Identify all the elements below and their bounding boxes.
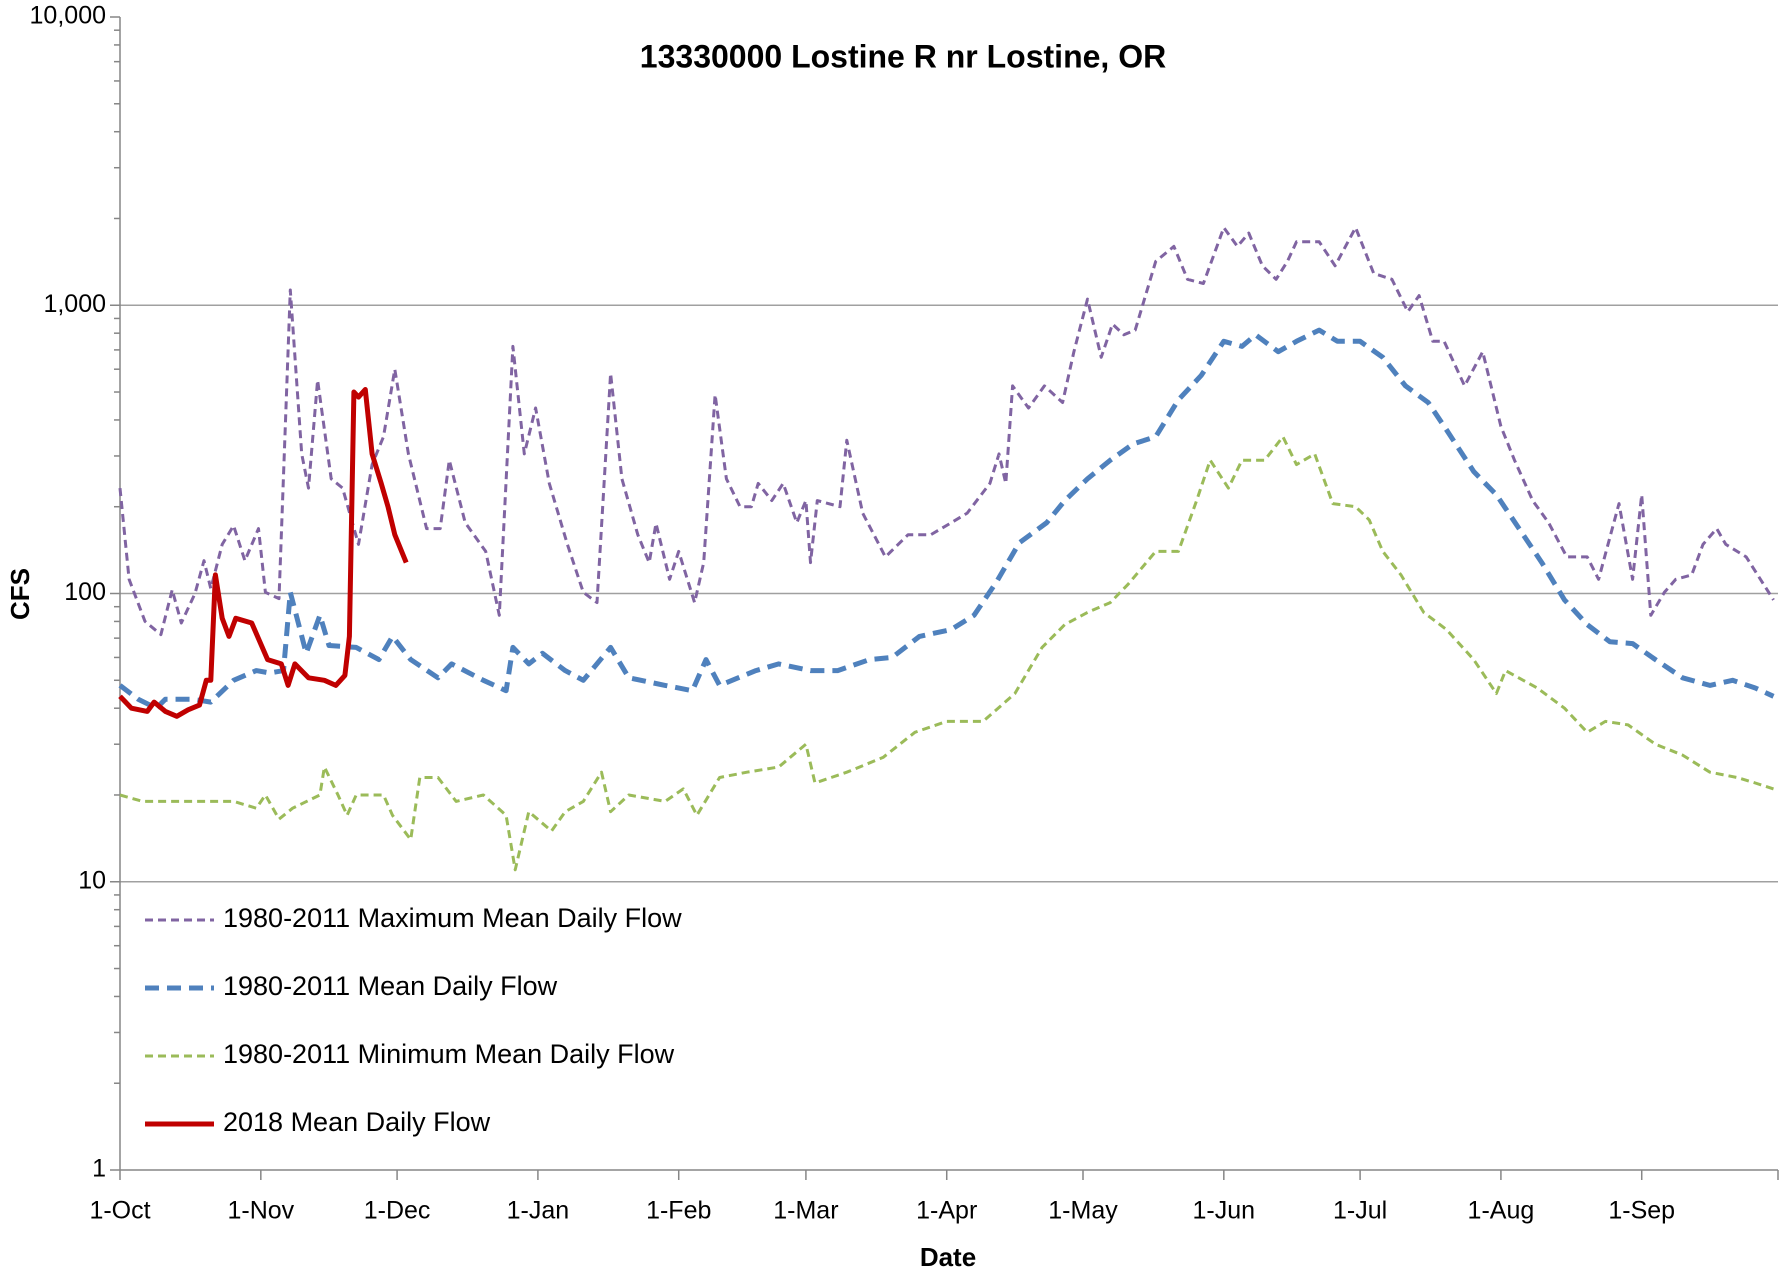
- y-tick-label: 10: [78, 866, 106, 894]
- legend-label: 1980-2011 Mean Daily Flow: [223, 971, 558, 1001]
- x-tick-label: 1-Dec: [364, 1197, 431, 1225]
- legend-label: 1980-2011 Maximum Mean Daily Flow: [223, 903, 682, 933]
- series-line: [118, 226, 1775, 637]
- y-tick-label: 1: [92, 1155, 106, 1183]
- x-axis-label: Date: [920, 1242, 976, 1272]
- y-tick-label: 10,000: [30, 2, 106, 30]
- x-tick-label: 1-Jul: [1333, 1197, 1387, 1225]
- y-axis-label: CFS: [5, 568, 35, 620]
- legend-label: 1980-2011 Minimum Mean Daily Flow: [223, 1039, 675, 1069]
- x-tick-label: 1-Apr: [916, 1197, 977, 1225]
- x-tick-label: 1-Oct: [89, 1197, 150, 1225]
- y-tick-label: 1,000: [43, 290, 106, 318]
- x-tick-label: 1-Jun: [1193, 1197, 1256, 1225]
- x-tick-label: 1-Aug: [1468, 1197, 1535, 1225]
- x-tick-label: 1-Feb: [646, 1197, 711, 1225]
- x-tick-label: 1-May: [1048, 1197, 1118, 1225]
- series-line: [118, 327, 1775, 711]
- series-line: [119, 435, 1774, 872]
- y-tick-label: 100: [64, 578, 106, 606]
- series-line: [118, 387, 409, 719]
- x-tick-label: 1-Sep: [1608, 1197, 1675, 1225]
- legend-label: 2018 Mean Daily Flow: [223, 1107, 491, 1137]
- x-tick-label: 1-Jan: [507, 1197, 570, 1225]
- x-tick-label: 1-Nov: [227, 1197, 294, 1225]
- x-tick-label: 1-Mar: [773, 1197, 838, 1225]
- chart-title: 13330000 Lostine R nr Lostine, OR: [640, 38, 1166, 74]
